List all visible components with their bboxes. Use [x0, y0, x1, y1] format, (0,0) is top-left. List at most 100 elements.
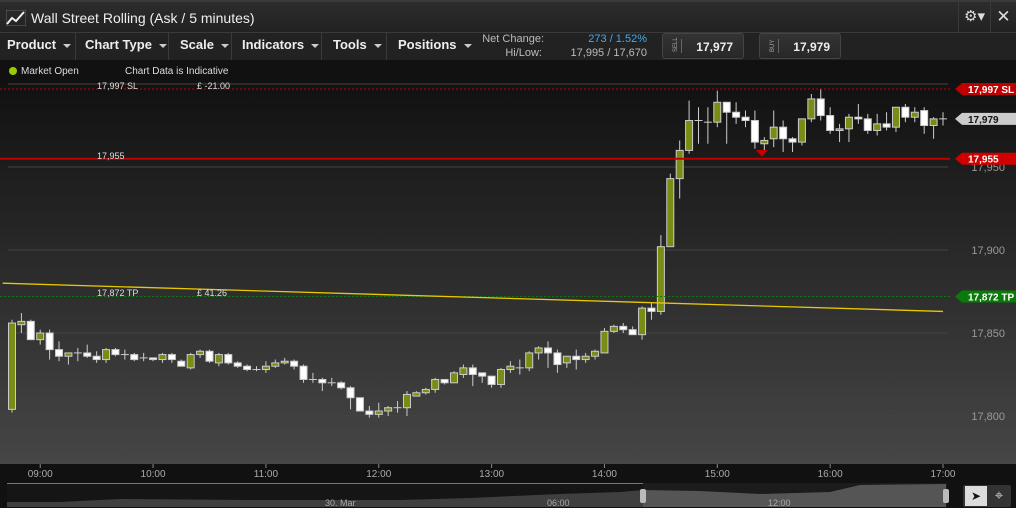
- order-level-label: 17,955: [97, 151, 125, 161]
- x-axis-band: [0, 464, 1016, 483]
- candle-body: [685, 120, 694, 151]
- candle-body: [55, 349, 64, 357]
- candle: [102, 347, 111, 363]
- candle-body: [402, 393, 411, 409]
- navigator-left-handle[interactable]: [640, 489, 646, 503]
- candle-body: [36, 332, 45, 341]
- candle-body: [553, 352, 562, 366]
- menu-positions[interactable]: Positions: [388, 33, 476, 60]
- candle-body: [788, 138, 797, 143]
- navigator[interactable]: [7, 483, 949, 507]
- candle-body: [609, 325, 618, 332]
- candle: [120, 349, 129, 360]
- status-row: [0, 60, 1016, 82]
- candle-body: [468, 367, 477, 375]
- candle: [722, 101, 731, 144]
- candle-body: [440, 378, 449, 384]
- candle-body: [205, 350, 214, 362]
- market-open-indicator: [9, 67, 17, 75]
- candle-body: [619, 325, 628, 331]
- candle: [741, 110, 750, 128]
- candle-body: [901, 106, 910, 118]
- candle: [55, 341, 64, 362]
- menu-chart-type[interactable]: Chart Type: [77, 33, 169, 60]
- market-status: Market Open: [21, 66, 79, 77]
- candle-body: [497, 369, 506, 385]
- y-tick-label: 17,950: [971, 162, 1005, 174]
- candle-body: [816, 98, 825, 117]
- buy-button[interactable]: BUY 17,979: [759, 33, 841, 59]
- net-change-value: 273 / 1.52%: [588, 33, 647, 45]
- sl-pnl-label: £ -21.00: [197, 81, 231, 91]
- candle-body: [149, 357, 158, 361]
- candle-body: [591, 350, 600, 357]
- candle-body: [431, 378, 440, 390]
- candle-body: [196, 350, 205, 356]
- candle-body: [666, 178, 675, 248]
- candle-body: [355, 397, 364, 412]
- candle-body: [675, 149, 684, 180]
- candle-body: [92, 355, 101, 361]
- menu-scale[interactable]: Scale: [170, 33, 232, 60]
- menu-label: Product: [7, 37, 57, 52]
- candle-body: [158, 354, 167, 361]
- x-tick-label: 10:00: [141, 469, 166, 480]
- chevron-down-icon: [311, 43, 320, 48]
- gear-icon[interactable]: ⚙▾: [958, 2, 990, 33]
- candle: [835, 123, 844, 143]
- candle: [139, 352, 148, 362]
- candle-body: [214, 354, 223, 364]
- sell-price: 17,977: [696, 40, 733, 54]
- candle: [261, 361, 270, 373]
- sell-button[interactable]: SELL 17,977: [662, 33, 744, 59]
- chevron-down-icon: [463, 43, 472, 48]
- chart-data-notice: Chart Data is Indicative: [125, 66, 229, 77]
- current-price-tag-label: 17,979: [968, 115, 999, 126]
- candle-body: [807, 98, 816, 120]
- navigator-right-handle[interactable]: [943, 489, 949, 503]
- candle-body: [534, 347, 543, 354]
- candle-body: [873, 123, 882, 131]
- candle: [619, 323, 628, 333]
- buy-price: 17,979: [793, 40, 830, 54]
- candle: [186, 352, 195, 370]
- candle-body: [346, 387, 355, 399]
- candle: [591, 349, 600, 360]
- candle: [233, 361, 242, 368]
- candle-body: [130, 354, 139, 361]
- candle-body: [844, 116, 853, 130]
- candle-body: [412, 392, 421, 397]
- candle: [412, 391, 421, 397]
- menu-tools[interactable]: Tools: [323, 33, 387, 60]
- menu-product[interactable]: Product: [0, 33, 76, 60]
- candle: [666, 173, 675, 248]
- nav-label: 30. Mar: [325, 498, 356, 508]
- x-tick-label: 17:00: [930, 469, 955, 480]
- y-tick-label: 17,850: [971, 328, 1005, 340]
- stop-loss-tag: [955, 82, 1016, 95]
- candle: [365, 406, 374, 418]
- candle: [83, 344, 92, 358]
- candle: [149, 357, 158, 362]
- nav-label: 12:00: [768, 498, 791, 508]
- candle: [224, 352, 233, 365]
- menu-indicators[interactable]: Indicators: [233, 33, 322, 60]
- candle: [158, 352, 167, 363]
- candle-body: [525, 352, 534, 369]
- close-icon[interactable]: ✕: [990, 2, 1016, 33]
- candle-body: [233, 362, 242, 367]
- candle: [440, 378, 449, 385]
- candle-body: [299, 365, 308, 380]
- candle: [280, 357, 289, 365]
- pointer-icon[interactable]: ➤: [965, 486, 987, 506]
- current-price-tag: [955, 112, 1016, 125]
- candle: [515, 359, 524, 375]
- trendline[interactable]: [2, 282, 944, 313]
- candle: [713, 90, 722, 128]
- menu-label: Scale: [180, 37, 214, 52]
- crosshair-icon[interactable]: ⌖: [994, 487, 1004, 504]
- candle: [572, 349, 581, 370]
- tp-level-label: 17,872 TP: [97, 288, 139, 298]
- candle-body: [459, 367, 468, 375]
